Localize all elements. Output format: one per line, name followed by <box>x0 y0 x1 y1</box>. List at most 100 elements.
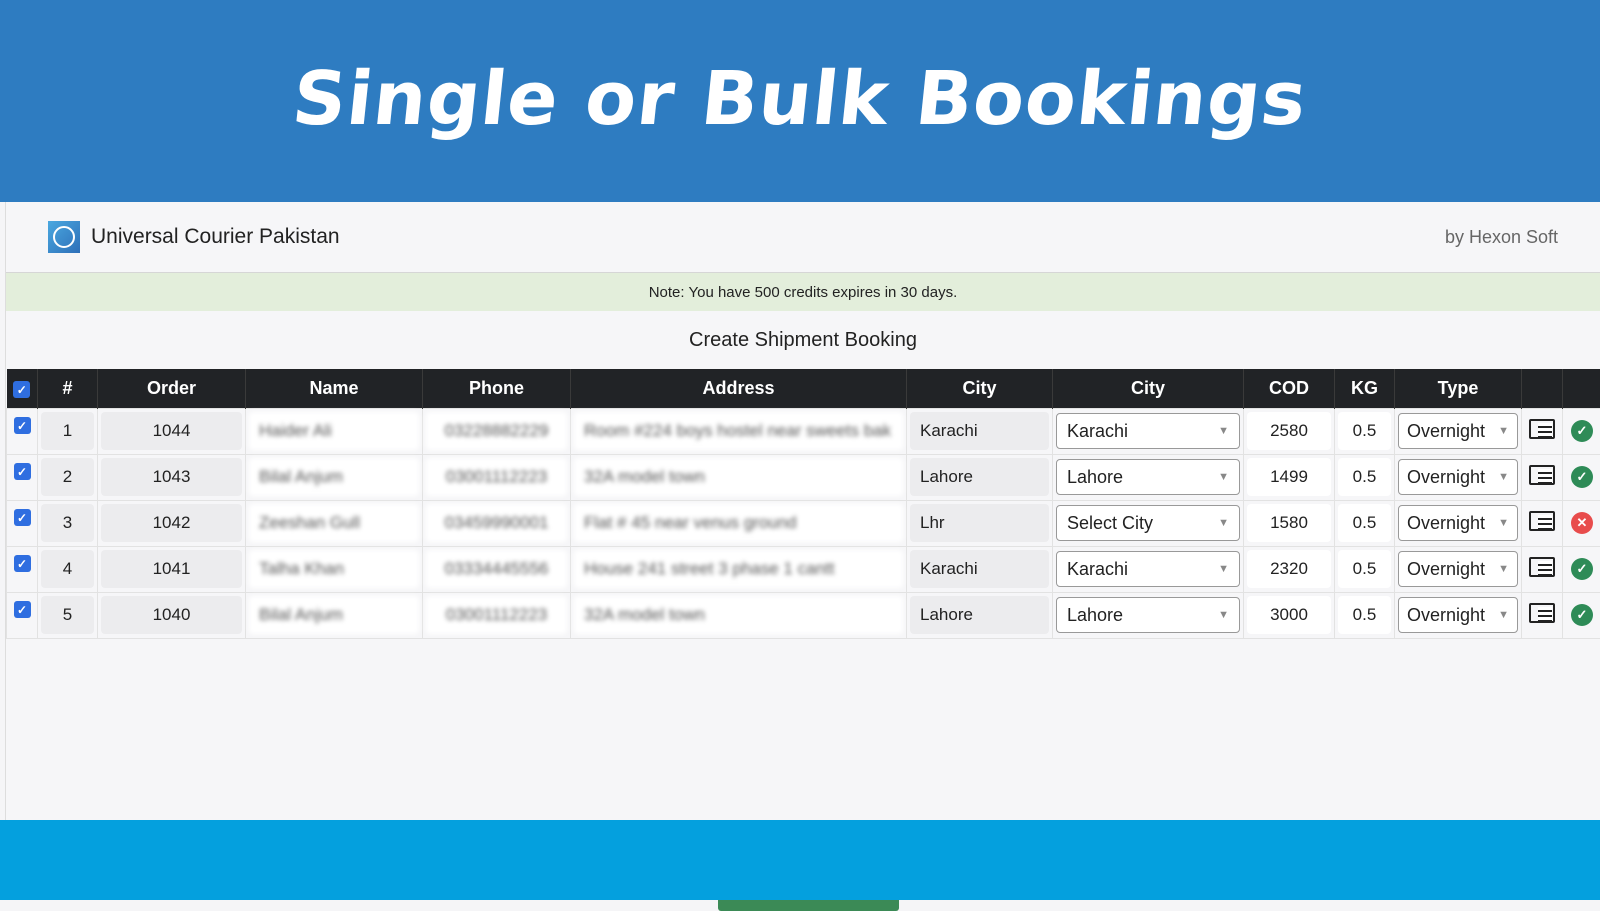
chevron-down-icon: ▼ <box>1498 609 1509 621</box>
address-field[interactable]: Flat # 45 near venus ground <box>574 504 903 542</box>
row-checkbox[interactable]: ✓ <box>14 417 31 434</box>
brand: Universal Courier Pakistan <box>48 221 340 253</box>
col-cod: COD <box>1244 369 1335 408</box>
phone-field[interactable]: 03459990001 <box>426 504 567 542</box>
city-original: Karachi <box>910 412 1049 450</box>
city-select[interactable]: Karachi▼ <box>1056 413 1240 449</box>
col-city-select: City <box>1053 369 1244 408</box>
type-select[interactable]: Overnight▼ <box>1398 505 1518 541</box>
city-select[interactable]: Lahore▼ <box>1056 597 1240 633</box>
details-list-icon[interactable] <box>1529 557 1555 577</box>
table-row: ✓ 5 1040 Bilal Anjum 03001112223 32A mod… <box>7 592 1600 638</box>
address-field[interactable]: Room #224 boys hostel near sweets bak <box>574 412 903 450</box>
address-field[interactable]: 32A model town <box>574 596 903 634</box>
table-row: ✓ 3 1042 Zeeshan Gull 03459990001 Flat #… <box>7 500 1600 546</box>
kg-field[interactable]: 0.5 <box>1338 550 1391 588</box>
chevron-down-icon: ▼ <box>1218 425 1229 437</box>
cod-field[interactable]: 1580 <box>1247 504 1331 542</box>
city-select[interactable]: Lahore▼ <box>1056 459 1240 495</box>
row-checkbox[interactable]: ✓ <box>14 555 31 572</box>
phone-field[interactable]: 03001112223 <box>426 458 567 496</box>
details-list-icon[interactable] <box>1529 511 1555 531</box>
check-circle-icon: ✓ <box>1571 604 1593 626</box>
page-title: Create Shipment Booking <box>6 311 1600 369</box>
table-row: ✓ 4 1041 Talha Khan 03334445556 House 24… <box>7 546 1600 592</box>
cod-field[interactable]: 3000 <box>1247 596 1331 634</box>
row-checkbox[interactable]: ✓ <box>14 463 31 480</box>
col-name: Name <box>246 369 423 408</box>
type-select[interactable]: Overnight▼ <box>1398 551 1518 587</box>
error-x-icon: ✕ <box>1571 512 1593 534</box>
row-number: 2 <box>41 458 94 496</box>
check-circle-icon: ✓ <box>1571 420 1593 442</box>
chevron-down-icon: ▼ <box>1218 471 1229 483</box>
address-field[interactable]: 32A model town <box>574 458 903 496</box>
phone-field[interactable]: 03001112223 <box>426 596 567 634</box>
type-select[interactable]: Overnight▼ <box>1398 459 1518 495</box>
name-field[interactable]: Talha Khan <box>249 550 419 588</box>
details-list-icon[interactable] <box>1529 603 1555 623</box>
order-id: 1044 <box>101 412 242 450</box>
col-order: Order <box>98 369 246 408</box>
row-checkbox[interactable]: ✓ <box>14 601 31 618</box>
city-select[interactable]: Karachi▼ <box>1056 551 1240 587</box>
table-row: ✓ 2 1043 Bilal Anjum 03001112223 32A mod… <box>7 454 1600 500</box>
table-row: ✓ 1 1044 Haider Ali 03228882229 Room #22… <box>7 408 1600 454</box>
name-field[interactable]: Haider Ali <box>249 412 419 450</box>
kg-field[interactable]: 0.5 <box>1338 504 1391 542</box>
credits-note: Note: You have 500 credits expires in 30… <box>6 273 1600 311</box>
phone-field[interactable]: 03228882229 <box>426 412 567 450</box>
chevron-down-icon: ▼ <box>1498 471 1509 483</box>
chevron-down-icon: ▼ <box>1498 563 1509 575</box>
col-type: Type <box>1395 369 1522 408</box>
row-number: 1 <box>41 412 94 450</box>
col-number: # <box>38 369 98 408</box>
city-original: Lhr <box>910 504 1049 542</box>
cod-field[interactable]: 1499 <box>1247 458 1331 496</box>
row-number: 3 <box>41 504 94 542</box>
order-id: 1041 <box>101 550 242 588</box>
chevron-down-icon: ▼ <box>1498 425 1509 437</box>
order-id: 1043 <box>101 458 242 496</box>
phone-field[interactable]: 03334445556 <box>426 550 567 588</box>
banner-title: Single or Bulk Bookings <box>289 56 1312 142</box>
app-name: Universal Courier Pakistan <box>91 225 340 249</box>
chevron-down-icon: ▼ <box>1218 563 1229 575</box>
col-kg: KG <box>1335 369 1395 408</box>
order-id: 1042 <box>101 504 242 542</box>
app-header: Universal Courier Pakistan by Hexon Soft <box>6 202 1600 273</box>
chevron-down-icon: ▼ <box>1218 609 1229 621</box>
footer-band <box>0 820 1600 900</box>
type-select[interactable]: Overnight▼ <box>1398 597 1518 633</box>
cod-field[interactable]: 2320 <box>1247 550 1331 588</box>
col-city: City <box>907 369 1053 408</box>
courier-logo-icon <box>48 221 80 253</box>
name-field[interactable]: Bilal Anjum <box>249 596 419 634</box>
col-address: Address <box>571 369 907 408</box>
row-checkbox[interactable]: ✓ <box>14 509 31 526</box>
row-number: 5 <box>41 596 94 634</box>
name-field[interactable]: Bilal Anjum <box>249 458 419 496</box>
address-field[interactable]: House 241 street 3 phase 1 cantt <box>574 550 903 588</box>
kg-field[interactable]: 0.5 <box>1338 596 1391 634</box>
city-select[interactable]: Select City▼ <box>1056 505 1240 541</box>
details-list-icon[interactable] <box>1529 465 1555 485</box>
details-list-icon[interactable] <box>1529 419 1555 439</box>
check-circle-icon: ✓ <box>1571 466 1593 488</box>
kg-field[interactable]: 0.5 <box>1338 458 1391 496</box>
banner: Single or Bulk Bookings <box>0 0 1600 202</box>
type-select[interactable]: Overnight▼ <box>1398 413 1518 449</box>
kg-field[interactable]: 0.5 <box>1338 412 1391 450</box>
check-circle-icon: ✓ <box>1571 558 1593 580</box>
city-original: Lahore <box>910 596 1049 634</box>
select-all-checkbox[interactable]: ✓ <box>13 381 30 398</box>
cod-field[interactable]: 2580 <box>1247 412 1331 450</box>
name-field[interactable]: Zeeshan Gull <box>249 504 419 542</box>
app-panel: Universal Courier Pakistan by Hexon Soft… <box>5 202 1600 820</box>
chevron-down-icon: ▼ <box>1218 517 1229 529</box>
vendor-credit: by Hexon Soft <box>1445 227 1558 248</box>
table-header: ✓ # Order Name Phone Address City City C… <box>7 369 1600 408</box>
city-original: Karachi <box>910 550 1049 588</box>
bookings-table: ✓ # Order Name Phone Address City City C… <box>6 369 1600 639</box>
col-phone: Phone <box>423 369 571 408</box>
